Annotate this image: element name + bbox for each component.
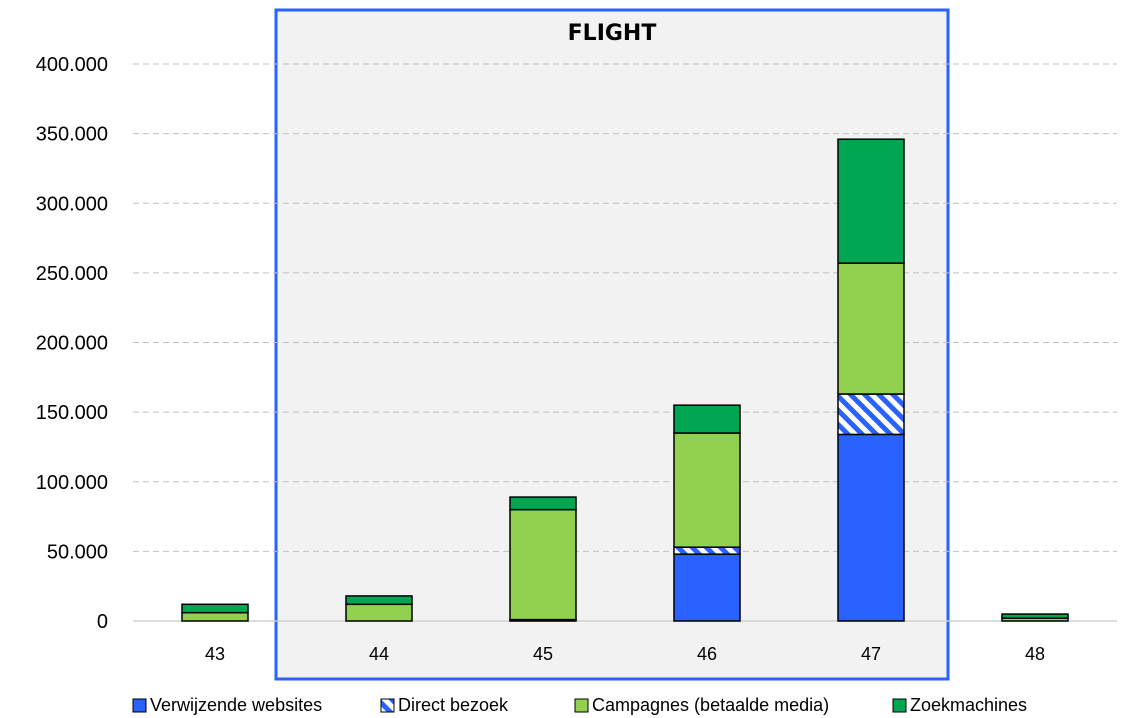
legend-label: Direct bezoek [398,695,509,715]
legend-item: Campagnes (betaalde media) [574,695,829,715]
y-tick-label: 350.000 [36,124,108,146]
bar-segment-direct-bezoek-46 [673,546,741,555]
bar-segment-campagnes-betaalde-media-46 [673,432,741,548]
bar-segment-zoekmachines-43 [181,603,249,614]
legend-label: Zoekmachines [910,695,1027,715]
legend-swatch [574,698,589,713]
x-tick-label: 47 [861,644,881,664]
x-tick-label: 45 [533,644,553,664]
y-tick-label: 150.000 [36,402,108,424]
y-tick-label: 100.000 [36,472,108,494]
x-tick-label: 48 [1025,644,1045,664]
y-axis: 0 50.000 100.000 150.000 200.000 250.000 300.0… [36,54,108,633]
y-tick-label: 50.000 [47,541,108,563]
flight-region [274,8,950,681]
y-tick-label: 400.000 [36,54,108,76]
legend-swatch [132,698,147,713]
legend-label: Verwijzende websites [150,695,322,715]
bar-segment-zoekmachines-47 [837,138,905,264]
bar-segment-verwijzende-websites-47 [837,433,905,622]
legend-swatch [380,698,395,713]
bar-segment-campagnes-betaalde-media-43 [181,611,249,622]
legend-item: Direct bezoek [380,695,509,715]
legend-label: Campagnes (betaalde media) [592,695,829,715]
legend-item: Verwijzende websites [132,695,322,715]
bar-segment-campagnes-betaalde-media-45 [509,508,577,621]
x-tick-label: 43 [205,644,225,664]
bar-segment-campagnes-betaalde-media-44 [345,603,413,622]
flight-label: FLIGHT [568,21,657,46]
bar-segment-zoekmachines-44 [345,595,413,606]
legend: Verwijzende websites Direct bezoek Campagn… [132,695,1027,715]
y-tick-label: 0 [97,611,108,633]
bar-segment-zoekmachines-48 [1001,613,1069,619]
bars [181,138,1069,622]
bar-segment-verwijzende-websites-46 [673,553,741,622]
y-tick-label: 300.000 [36,193,108,215]
x-tick-label: 46 [697,644,717,664]
legend-swatch [892,698,907,713]
bar-segment-zoekmachines-46 [673,404,741,434]
legend-item: Zoekmachines [892,695,1027,715]
y-tick-label: 250.000 [36,263,108,285]
x-axis: 43 44 45 46 47 48 [205,644,1045,664]
y-tick-label: 200.000 [36,333,108,355]
bar-segment-campagnes-betaalde-media-47 [837,262,905,395]
gridlines [133,63,1117,552]
x-tick-label: 44 [369,644,389,664]
bar-segment-zoekmachines-45 [509,496,577,511]
bar-segment-direct-bezoek-47 [837,393,905,436]
